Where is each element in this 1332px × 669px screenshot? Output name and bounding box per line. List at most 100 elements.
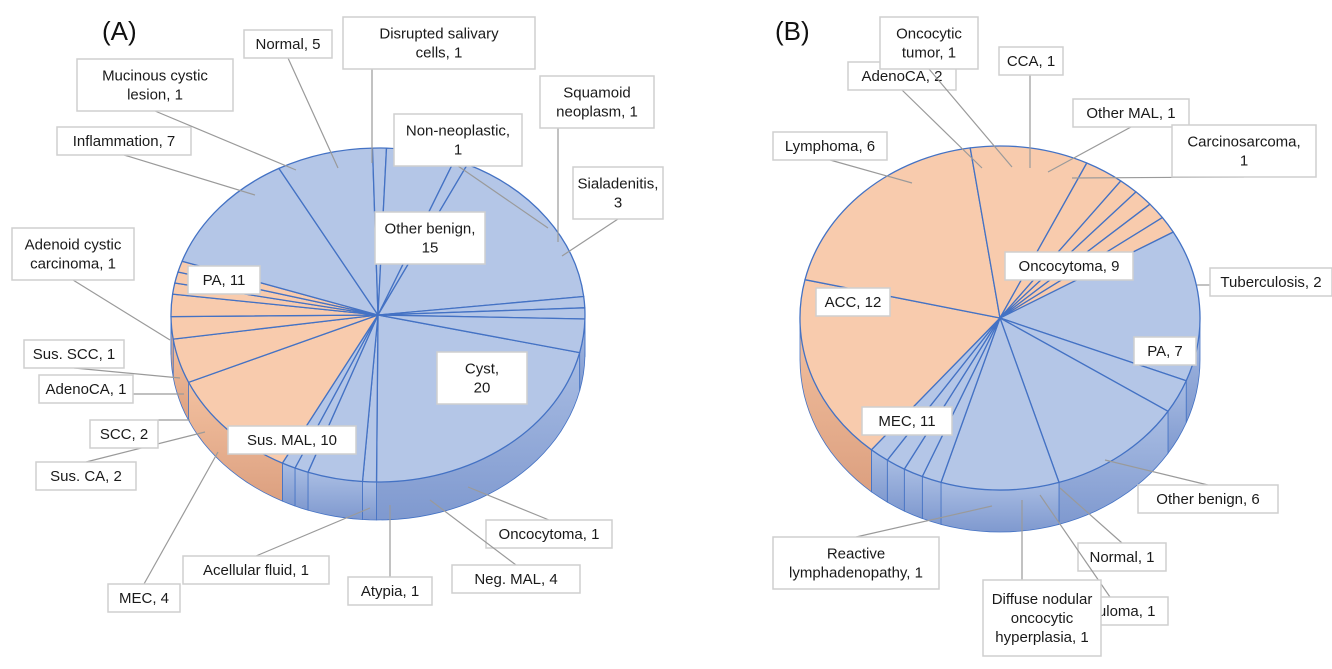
- label-text-disrupted-salivary-cells: Disrupted salivary cells, 1: [379, 26, 499, 62]
- label-text-reactive-lymphadenopathy: Reactive lymphadenopathy, 1: [789, 546, 923, 582]
- leader-line-normal: [287, 57, 339, 169]
- label-box-normal: [243, 29, 333, 59]
- label-box-oncocytoma: [485, 519, 613, 549]
- label-box-squamoid-neoplasm: [539, 75, 655, 129]
- pie-side-atypia: [294, 467, 309, 511]
- pie-side-acellular-fluid: [282, 462, 296, 507]
- label-text-neg-mal: Neg. MAL, 4: [474, 571, 557, 588]
- label-box-other-benign: [374, 211, 486, 265]
- label-text-pa: PA, 7: [1147, 343, 1183, 360]
- label-text-diffuse-nodular-oncocytic-hyperplasia: Diffuse nodular oncocytic hyperplasia, 1: [992, 591, 1093, 646]
- label-box-lymphoma: [772, 131, 888, 161]
- leader-line-non-neoplastic: [457, 165, 549, 229]
- label-text-inflammation: Inflammation, 7: [73, 133, 176, 150]
- panel-label-a: (A): [102, 16, 137, 46]
- leader-line-oncocytic-tumor: [928, 68, 1013, 168]
- label-text-sus-ca: Sus. CA, 2: [50, 468, 122, 485]
- label-text-oncocytoma: Oncocytoma, 1: [499, 526, 600, 543]
- slice-label-non-neoplastic: Non-neoplastic, 1: [393, 113, 549, 229]
- label-box-reactive-lymphadenopathy: [772, 536, 940, 590]
- label-text-lymphoma: Lymphoma, 6: [785, 138, 875, 155]
- label-text-adenoid-cystic-carcinoma: Adenoid cystic carcinoma, 1: [25, 237, 122, 273]
- label-box-cca: [998, 46, 1064, 76]
- slice-label-carcinosarcoma: Carcinosarcoma, 1: [1071, 124, 1317, 179]
- slice-label-oncocytic-tumor: Oncocytic tumor, 1: [879, 16, 1013, 168]
- label-text-adenoca: AdenoCA, 2: [862, 68, 943, 85]
- leader-line-adenoid-cystic-carcinoma: [72, 279, 171, 341]
- leader-line-neg-mal: [429, 499, 517, 566]
- label-box-cyst: [436, 351, 528, 405]
- label-box-tuberculosis: [1209, 267, 1332, 297]
- slice-label-normal: Normal, 1: [1059, 487, 1167, 572]
- pie-slice-other-benign: [940, 317, 1060, 491]
- label-text-mec: MEC, 11: [878, 413, 935, 430]
- label-text-mec: MEC, 4: [119, 590, 169, 607]
- leader-line-mec: [143, 451, 219, 585]
- slice-label-acc: ACC, 12: [815, 287, 891, 317]
- pie-slice-pa: [181, 167, 379, 316]
- leader-line-lymphoma: [829, 159, 913, 184]
- leader-line-reactive-lymphadenopathy: [855, 505, 993, 538]
- pie-chart-b: Oncocytoma, 9 Tuberculosis, 2 PA, 7 Other b…: [772, 16, 1332, 657]
- label-text-atypia: Atypia, 1: [361, 583, 419, 600]
- label-box-oncocytic-tumor: [879, 16, 979, 70]
- slice-label-inflammation: Inflammation, 7: [56, 126, 256, 196]
- slice-label-scc: SCC, 2: [89, 419, 190, 449]
- label-text-sus-scc: Sus. SCC, 1: [33, 346, 116, 363]
- label-box-mucinous-cystic-lesion: [76, 58, 234, 112]
- leader-line-oncocytoma: [467, 486, 550, 521]
- leader-line-sus-scc: [73, 367, 181, 379]
- label-box-sus-ca: [35, 461, 137, 491]
- label-text-acc: ACC, 12: [825, 294, 882, 311]
- panel-label-b: (B): [775, 16, 810, 46]
- label-box-oncocytoma: [1004, 251, 1134, 281]
- slice-label-sus-scc: Sus. SCC, 1: [23, 339, 181, 379]
- label-text-acellular-fluid: Acellular fluid, 1: [203, 562, 309, 579]
- label-box-sialadenitis: [572, 166, 664, 220]
- label-text-normal: Normal, 5: [255, 36, 320, 53]
- leader-line-inflammation: [123, 154, 256, 196]
- leader-line-adenoca: [901, 89, 983, 169]
- label-box-scc: [89, 419, 159, 449]
- slice-label-other-benign: Other benign, 15: [374, 211, 486, 265]
- label-box-non-neoplastic: [393, 113, 523, 167]
- pie-side-oncocytoma: [362, 481, 377, 521]
- pie-side-normal: [921, 475, 942, 525]
- leader-line-sialadenitis: [561, 218, 619, 257]
- label-text-pa: PA, 11: [203, 272, 246, 289]
- label-text-sus-mal: Sus. MAL, 10: [247, 432, 337, 449]
- slice-label-adenoca: AdenoCA, 1: [38, 374, 184, 404]
- slice-label-neg-mal: Neg. MAL, 4: [429, 499, 581, 594]
- label-text-non-neoplastic: Non-neoplastic, 1: [406, 123, 510, 159]
- label-box-pa: [1133, 336, 1197, 366]
- label-text-squamoid-neoplasm: Squamoid neoplasm, 1: [556, 85, 638, 121]
- slice-label-cca: CCA, 1: [998, 46, 1064, 168]
- slice-label-pa: PA, 11: [187, 265, 261, 295]
- label-box-other-mal: [1072, 98, 1190, 128]
- slice-label-sialadenitis: Sialadenitis, 3: [561, 166, 664, 257]
- slice-label-reactive-lymphadenopathy: Reactive lymphadenopathy, 1: [772, 505, 993, 590]
- label-text-other-benign: Other benign, 15: [385, 221, 476, 257]
- pie-slice-sialadenitis: [377, 314, 586, 354]
- slice-label-mucinous-cystic-lesion: Mucinous cystic lesion, 1: [76, 58, 297, 171]
- slice-label-oncocytoma: Oncocytoma, 1: [467, 486, 613, 549]
- slice-label-lymphoma: Lymphoma, 6: [772, 131, 913, 184]
- pie-slice-pa: [999, 317, 1169, 484]
- label-text-normal: Normal, 1: [1089, 549, 1154, 566]
- label-text-adenoca: AdenoCA, 1: [46, 381, 127, 398]
- label-text-mucinous-cystic-lesion: Mucinous cystic lesion, 1: [102, 68, 208, 104]
- label-box-other-benign: [1137, 484, 1279, 514]
- label-box-mec: [107, 583, 181, 613]
- label-box-neg-mal: [451, 564, 581, 594]
- label-box-inflammation: [56, 126, 192, 156]
- label-box-adenoid-cystic-carcinoma: [11, 227, 135, 281]
- label-box-acellular-fluid: [182, 555, 330, 585]
- label-text-oncocytic-tumor: Oncocytic tumor, 1: [896, 26, 962, 62]
- label-text-scc: SCC, 2: [100, 426, 148, 443]
- leader-line-acellular-fluid: [255, 507, 371, 557]
- slice-label-other-benign: Other benign, 6: [1104, 459, 1279, 514]
- leader-line-other-mal: [1047, 126, 1132, 173]
- slice-label-sus-mal: Sus. MAL, 10: [227, 425, 357, 455]
- label-text-oncocytoma: Oncocytoma, 9: [1019, 258, 1120, 275]
- slice-label-other-mal: Other MAL, 1: [1047, 98, 1190, 173]
